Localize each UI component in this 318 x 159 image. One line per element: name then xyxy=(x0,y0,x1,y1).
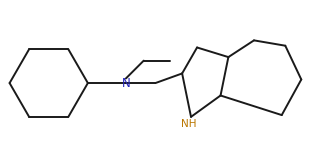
Text: N: N xyxy=(121,76,130,90)
Text: NH: NH xyxy=(182,119,197,129)
